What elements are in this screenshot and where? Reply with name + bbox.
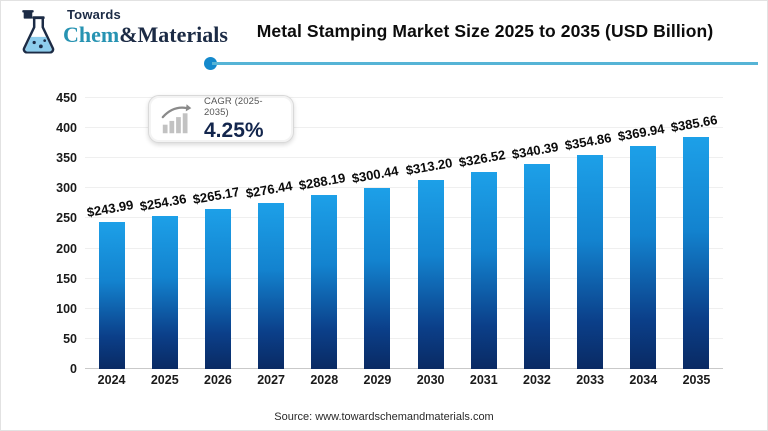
bar-2028 [311,195,338,369]
bar-2029 [364,188,391,369]
x-tick-2032: 2032 [523,373,551,387]
brand-name: Towards Chem&Materials [63,8,228,46]
bar-2035 [683,136,710,369]
bar-2027 [258,202,285,369]
x-tick-2030: 2030 [416,373,445,387]
source-line: Source: www.towardschemandmaterials.com [274,411,494,423]
gridline-50 [85,337,723,339]
x-tick-2033: 2033 [576,373,605,387]
brand-name-top: Towards [67,7,121,22]
y-tick-100: 100 [56,301,77,316]
bar-2025 [151,215,178,369]
y-axis: 0 50 100 150 200 250 300 350 400 450 [29,91,77,376]
gridline-100 [85,307,723,309]
bar-2024 [98,222,125,369]
bar-column-2028: $288.19 [298,98,351,369]
y-tick-150: 150 [56,271,77,286]
bar-column-2034: $369.94 [617,98,670,369]
x-tick-2029: 2029 [363,373,392,387]
gridline-0 [85,368,723,369]
bar-2033 [577,155,604,369]
bar-column-2032: $340.39 [510,98,563,369]
brand-logo: Towards Chem&Materials [17,8,228,56]
cagr-text: CAGR (2025-2035) 4.25% [204,96,285,143]
bar-value-label-2024: $243.99 [85,197,135,221]
x-tick-2026: 2026 [204,373,232,387]
x-tick-2035: 2035 [682,373,711,387]
bar-2034 [630,146,657,369]
x-tick-2031: 2031 [469,373,498,387]
y-tick-50: 50 [63,331,77,346]
x-tick-2028: 2028 [310,373,339,387]
bar-value-label-2025: $254.36 [138,190,188,214]
x-axis: 2024 2025 2026 2027 2028 2029 2030 2031 2032 2033… [85,373,723,387]
y-tick-400: 400 [56,121,77,136]
bar-column-2030: $313.20 [404,98,457,369]
gridline-150 [85,277,723,279]
bar-column-2027: $276.44 [245,98,298,369]
x-tick-2024: 2024 [97,373,126,387]
bar-column-2025: $254.36 [138,98,191,369]
bar-2030 [417,180,444,369]
brand-name-main: Chem&Materials [63,24,228,46]
bar-value-label-2027: $276.44 [244,177,294,201]
bar-value-label-2029: $300.44 [351,163,401,187]
y-tick-300: 300 [56,181,77,196]
page-title: Metal Stamping Market Size 2025 to 2035 … [256,21,714,41]
y-tick-200: 200 [56,241,77,256]
gridline-200 [85,247,723,249]
bar-value-label-2030: $313.20 [404,155,454,179]
y-tick-350: 350 [56,151,77,166]
flask-icon [22,10,55,54]
plot-area: $243.99 $254.36 $265.17 $276.44 $288.19 $300.… [85,97,723,369]
x-tick-2027: 2027 [257,373,285,387]
growth-chart-icon [161,104,192,134]
cagr-badge: CAGR (2025-2035) 4.25% [148,95,294,143]
gridline-250 [85,217,723,219]
gridline-450 [85,97,723,98]
x-tick-2034: 2034 [629,373,658,387]
bar-column-2031: $326.52 [457,98,510,369]
bar-column-2033: $354.86 [564,98,617,369]
bar-value-label-2031: $326.52 [457,147,507,171]
bar-2031 [470,172,497,369]
bar-value-label-2033: $354.86 [563,130,613,154]
brand-amp: & [119,22,138,47]
x-tick-2025: 2025 [150,373,179,387]
bars: $243.99 $254.36 $265.17 $276.44 $288.19 $300.… [85,98,723,369]
y-tick-0: 0 [70,362,77,376]
brand-materials: Materials [137,22,228,47]
y-tick-450: 450 [56,91,77,105]
gridline-300 [85,187,723,189]
gridline-400 [85,127,723,129]
gridline-350 [85,157,723,159]
bar-value-label-2034: $369.94 [616,121,666,145]
bar-value-label-2026: $265.17 [191,184,241,208]
y-tick-250: 250 [56,211,77,226]
cagr-value: 4.25% [204,118,264,142]
bar-column-2024: $243.99 [85,98,138,369]
bar-2032 [523,164,550,369]
bar-2026 [204,209,231,369]
bar-column-2026: $265.17 [191,98,244,369]
brand-chem: Chem [63,22,120,47]
title-underline-dot [204,57,217,70]
bar-value-label-2035: $385.66 [670,111,720,135]
bar-value-label-2028: $288.19 [297,170,347,194]
bar-value-label-2032: $340.39 [510,139,560,162]
bar-column-2029: $300.44 [351,98,404,369]
bar-column-2035: $385.66 [670,98,723,369]
cagr-label: CAGR (2025-2035) [204,95,263,118]
title-underline [212,62,758,65]
